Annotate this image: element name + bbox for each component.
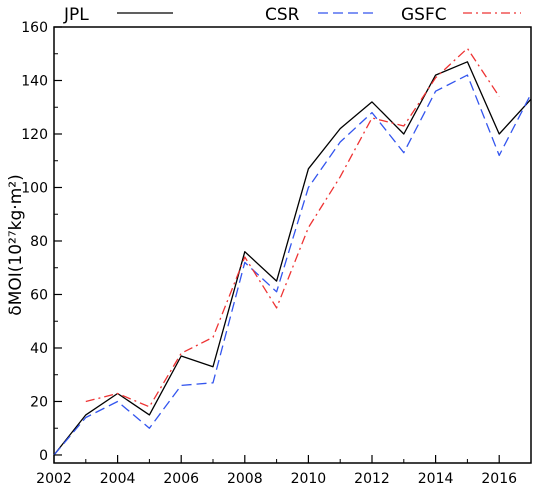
x-tick-label: 2004 <box>100 471 136 487</box>
series-line-csr <box>53 74 532 456</box>
plot-frame <box>53 26 532 464</box>
series-line-jpl <box>53 61 532 456</box>
x-tick-label: 2014 <box>418 471 454 487</box>
x-tick-label: 2010 <box>291 471 327 487</box>
y-axis-label: δMOI(10²⁷kg·m²) <box>6 174 26 315</box>
y-tick-label: 160 <box>21 20 48 36</box>
y-tick-label: 60 <box>30 287 48 303</box>
y-tick-label: 0 <box>39 448 48 464</box>
y-tick-label: 140 <box>21 73 48 89</box>
series-line-gsfc <box>85 47 500 408</box>
y-tick-label: 20 <box>30 394 48 410</box>
x-axis: 2002 2004 2006 2008 2010 2012 2014 2016 <box>36 455 532 487</box>
legend-label-gsfc: GSFC <box>401 5 447 25</box>
x-tick-label: 2012 <box>354 471 390 487</box>
y-tick-label: 100 <box>21 180 48 196</box>
series-group <box>53 47 532 456</box>
y-tick-label: 80 <box>30 234 48 250</box>
x-tick-label: 2006 <box>163 471 199 487</box>
legend-label-jpl: JPL <box>63 5 89 25</box>
x-tick-label: 2016 <box>481 471 517 487</box>
x-tick-label: 2002 <box>36 471 72 487</box>
legend-label-csr: CSR <box>265 5 300 25</box>
y-tick-label: 40 <box>30 341 48 357</box>
x-tick-label: 2008 <box>227 471 263 487</box>
y-axis: 0 20 40 60 80 100 120 140 160 <box>21 20 62 464</box>
legend: JPL CSR GSFC <box>63 5 521 25</box>
y-tick-label: 120 <box>21 127 48 143</box>
